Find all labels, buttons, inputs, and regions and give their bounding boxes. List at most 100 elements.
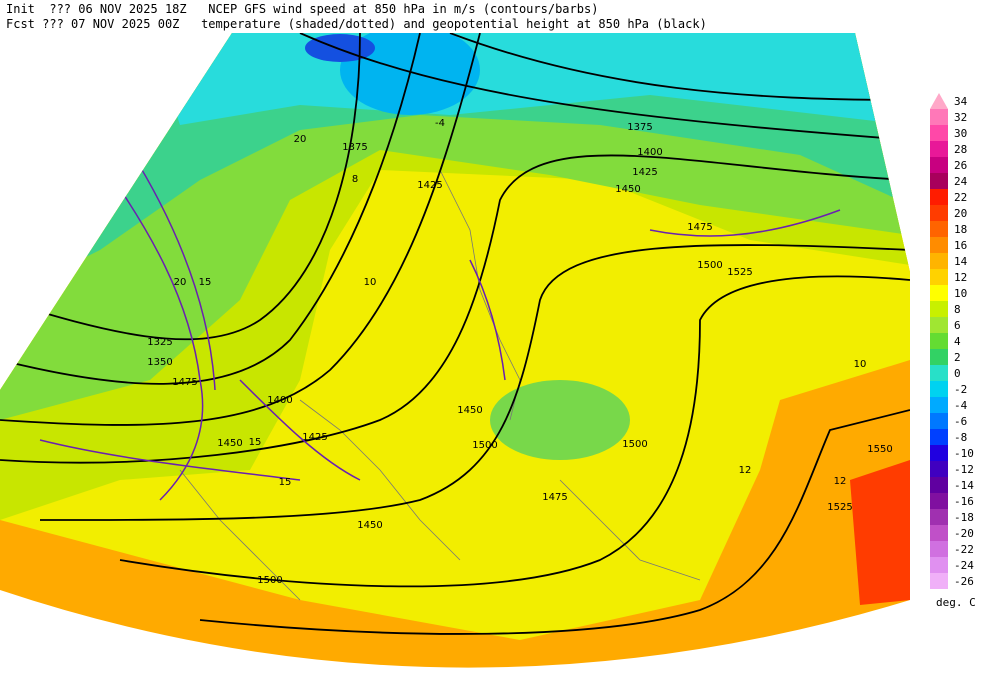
colorbar-label: 2 — [954, 351, 961, 364]
colorbar-swatch — [930, 93, 948, 109]
map-label: 1375 — [342, 142, 367, 153]
map-label: 1475 — [687, 222, 712, 233]
colorbar-swatch — [930, 525, 948, 541]
map-label: 1450 — [615, 184, 640, 195]
colorbar-label: -4 — [954, 399, 968, 412]
colorbar-label: 0 — [954, 367, 961, 380]
colorbar-swatch — [930, 205, 948, 221]
map-label: 1325 — [147, 337, 172, 348]
header-line: Init ??? 06 NOV 2025 18Z NCEP GFS wind s… — [6, 2, 598, 16]
map-label: 1350 — [147, 357, 172, 368]
map-label: 8 — [352, 174, 358, 185]
map-label: 10 — [364, 277, 377, 288]
map-label: 1525 — [827, 502, 852, 513]
colorbar-label: -10 — [954, 447, 974, 460]
colorbar-label: 12 — [954, 271, 967, 284]
colorbar-swatch — [930, 461, 948, 477]
header: Init ??? 06 NOV 2025 18Z NCEP GFS wind s… — [6, 2, 707, 31]
colorbar-swatch — [930, 141, 948, 157]
height-contours — [0, 33, 910, 635]
colorbar-swatch — [930, 189, 948, 205]
colorbar-swatch — [930, 157, 948, 173]
map-label: 1400 — [267, 395, 292, 406]
colorbar-swatch — [930, 557, 948, 573]
colorbar-swatch — [930, 413, 948, 429]
map-label: 12 — [834, 476, 847, 487]
colorbar-swatch — [930, 493, 948, 509]
map-label: 20 — [174, 277, 187, 288]
colorbar-label: 4 — [954, 335, 961, 348]
map-label: 1450 — [217, 438, 242, 449]
colorbar-label: -16 — [954, 495, 974, 508]
map-labels: 1375 1400 1425 1450 1475 1500 1525 1550 1325 1350… — [147, 118, 892, 586]
colorbar-swatch — [930, 237, 948, 253]
colorbar-label: 22 — [954, 191, 967, 204]
colorbar-label: -2 — [954, 383, 967, 396]
map-label: 1450 — [357, 520, 382, 531]
map-label: 1450 — [457, 405, 482, 416]
map-label: 1500 — [622, 439, 647, 450]
colorbar-label: 24 — [954, 175, 968, 188]
colorbar-label: -8 — [954, 431, 967, 444]
colorbar-swatch — [930, 445, 948, 461]
colorbar-label: 18 — [954, 223, 967, 236]
colorbar-swatch — [930, 365, 948, 381]
colorbar-swatch — [930, 269, 948, 285]
colorbar-label: -18 — [954, 511, 974, 524]
colorbar-swatch — [930, 173, 948, 189]
colorbar-label: -26 — [954, 575, 974, 588]
colorbar-swatch — [930, 253, 948, 269]
map-label: 1425 — [632, 167, 657, 178]
colorbar-unit: deg. C — [936, 596, 976, 609]
colorbar-swatch — [930, 381, 948, 397]
colorbar-swatch — [930, 301, 948, 317]
map-label: 15 — [249, 437, 262, 448]
colorbar-swatch — [930, 109, 948, 125]
map-label: 1400 — [637, 147, 662, 158]
map-label: 10 — [854, 359, 867, 370]
colorbar-swatch — [930, 573, 948, 589]
colorbar-label: -24 — [954, 559, 974, 572]
colorbar-label: 14 — [954, 255, 968, 268]
colorbar-swatch — [930, 221, 948, 237]
colorbar-label: 32 — [954, 111, 967, 124]
colorbar-label: 10 — [954, 287, 967, 300]
colorbar-label: 8 — [954, 303, 961, 316]
map-label: 1500 — [697, 260, 722, 271]
colorbar-swatch — [930, 509, 948, 525]
colorbar-label: -6 — [954, 415, 967, 428]
map-area — [0, 33, 910, 668]
map-label: 12 — [739, 465, 752, 476]
colorbar-label: -22 — [954, 543, 974, 556]
colorbar-label: 28 — [954, 143, 967, 156]
map-label: 1550 — [867, 444, 892, 455]
colorbar-swatch — [930, 541, 948, 557]
colorbar-label: 30 — [954, 127, 967, 140]
map-label: 1475 — [542, 492, 567, 503]
colorbar-swatch — [930, 125, 948, 141]
colorbar-swatch — [930, 333, 948, 349]
map-label: 1475 — [172, 377, 197, 388]
map-label: 1375 — [627, 122, 652, 133]
colorbar: deg. C 3432302826242220181614121086420-2… — [930, 93, 976, 609]
colorbar-swatch — [930, 477, 948, 493]
map-label: 1525 — [727, 267, 752, 278]
temperature-field — [490, 380, 630, 460]
map-label: -4 — [435, 118, 445, 129]
map-label: 1500 — [257, 575, 282, 586]
colorbar-swatch — [930, 429, 948, 445]
colorbar-label: 20 — [954, 207, 967, 220]
map-label: 1500 — [472, 440, 497, 451]
colorbar-label: 6 — [954, 319, 961, 332]
header-line: Fcst ??? 07 NOV 2025 00Z temperature (sh… — [6, 17, 707, 31]
colorbar-swatch — [930, 349, 948, 365]
map-label: 1425 — [417, 180, 442, 191]
wind-contours — [39, 149, 841, 501]
colorbar-label: -14 — [954, 479, 974, 492]
map-label: 15 — [199, 277, 212, 288]
colorbar-label: -20 — [954, 527, 974, 540]
map-label: 15 — [279, 477, 292, 488]
colorbar-swatch — [930, 285, 948, 301]
map-label: 1425 — [302, 432, 327, 443]
